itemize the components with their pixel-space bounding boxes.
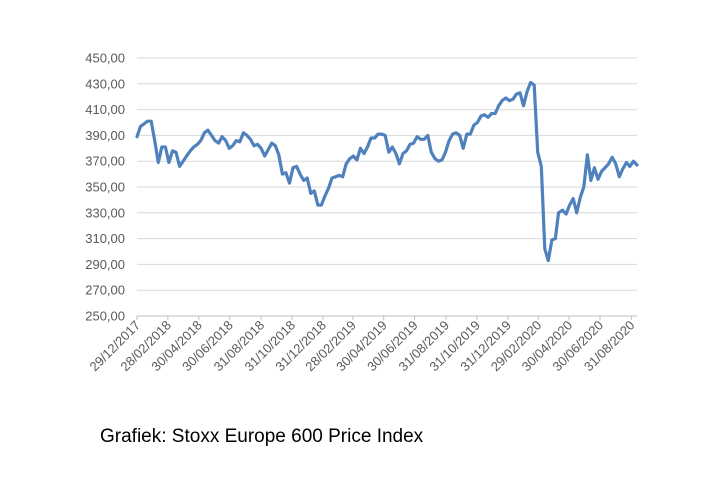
y-axis-tick-labels: 250,00 270,00 290,00 310,00 330,00 350,00 370,… xyxy=(85,51,125,324)
y-tick-label: 270,00 xyxy=(85,283,125,298)
x-axis-tick-labels: 29/12/201728/02/201830/04/201830/06/2018… xyxy=(86,316,638,374)
y-tick-label: 310,00 xyxy=(85,231,125,246)
y-tick-label: 350,00 xyxy=(85,180,125,195)
y-tick-label: 290,00 xyxy=(85,257,125,272)
y-tick-label: 430,00 xyxy=(85,76,125,91)
gridlines xyxy=(137,57,637,291)
chart-caption: Grafiek: Stoxx Europe 600 Price Index xyxy=(100,426,424,447)
y-tick-label: 370,00 xyxy=(85,154,125,169)
y-tick-label: 250,00 xyxy=(85,309,125,324)
series-group xyxy=(135,80,639,263)
y-tick-label: 410,00 xyxy=(85,102,125,117)
y-tick-label: 330,00 xyxy=(85,205,125,220)
line-chart: 250,00 270,00 290,00 310,00 330,00 350,00 370,… xyxy=(85,51,639,374)
y-tick-label: 390,00 xyxy=(85,128,125,143)
series-line xyxy=(135,80,639,263)
y-tick-label: 450,00 xyxy=(85,51,125,66)
